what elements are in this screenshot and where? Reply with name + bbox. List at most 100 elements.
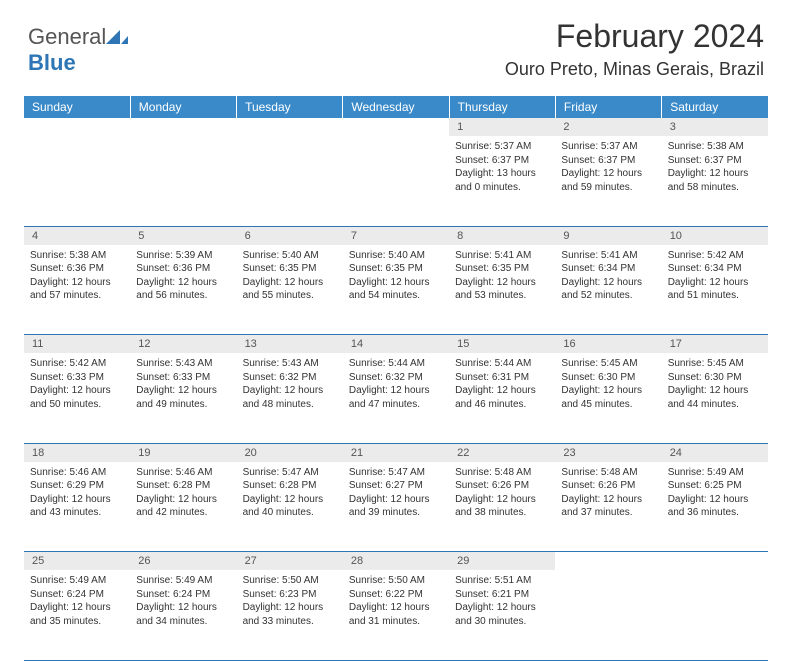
day-cell-content: Sunrise: 5:41 AMSunset: 6:34 PMDaylight:… (555, 245, 661, 307)
day-number: 11 (24, 335, 130, 354)
week-row: Sunrise: 5:38 AMSunset: 6:36 PMDaylight:… (24, 245, 768, 335)
sunrise-text: Sunrise: 5:44 AM (349, 357, 443, 371)
day-cell-content: Sunrise: 5:45 AMSunset: 6:30 PMDaylight:… (662, 353, 768, 415)
daylight-text: and 38 minutes. (455, 506, 549, 520)
daylight-text: Daylight: 12 hours (455, 276, 549, 290)
weekday-header: Monday (130, 96, 236, 118)
sunset-text: Sunset: 6:23 PM (243, 588, 337, 602)
day-number: 29 (449, 552, 555, 571)
sunrise-text: Sunrise: 5:39 AM (136, 249, 230, 263)
day-number: 17 (662, 335, 768, 354)
day-cell (555, 570, 661, 660)
daylight-text: and 36 minutes. (668, 506, 762, 520)
weekday-header: Wednesday (343, 96, 449, 118)
sunrise-text: Sunrise: 5:48 AM (455, 466, 549, 480)
daylight-text: Daylight: 12 hours (243, 276, 337, 290)
weekday-header: Friday (555, 96, 661, 118)
day-cell: Sunrise: 5:41 AMSunset: 6:35 PMDaylight:… (449, 245, 555, 335)
weekday-header: Saturday (662, 96, 768, 118)
sunrise-text: Sunrise: 5:46 AM (136, 466, 230, 480)
sunset-text: Sunset: 6:28 PM (136, 479, 230, 493)
day-number (662, 552, 768, 571)
day-cell-content: Sunrise: 5:48 AMSunset: 6:26 PMDaylight:… (555, 462, 661, 524)
sunrise-text: Sunrise: 5:43 AM (136, 357, 230, 371)
sunrise-text: Sunrise: 5:49 AM (136, 574, 230, 588)
day-cell: Sunrise: 5:41 AMSunset: 6:34 PMDaylight:… (555, 245, 661, 335)
daylight-text: and 39 minutes. (349, 506, 443, 520)
daylight-text: Daylight: 12 hours (243, 601, 337, 615)
sunrise-text: Sunrise: 5:47 AM (349, 466, 443, 480)
daylight-text: Daylight: 12 hours (30, 493, 124, 507)
calendar-header: SundayMondayTuesdayWednesdayThursdayFrid… (24, 96, 768, 118)
day-cell-content: Sunrise: 5:46 AMSunset: 6:28 PMDaylight:… (130, 462, 236, 524)
day-cell: Sunrise: 5:45 AMSunset: 6:30 PMDaylight:… (555, 353, 661, 443)
day-number: 1 (449, 118, 555, 136)
daylight-text: and 30 minutes. (455, 615, 549, 629)
sunrise-text: Sunrise: 5:50 AM (243, 574, 337, 588)
day-cell-content: Sunrise: 5:51 AMSunset: 6:21 PMDaylight:… (449, 570, 555, 632)
sunset-text: Sunset: 6:32 PM (349, 371, 443, 385)
daylight-text: and 43 minutes. (30, 506, 124, 520)
sunset-text: Sunset: 6:37 PM (668, 154, 762, 168)
daylight-text: and 34 minutes. (136, 615, 230, 629)
page-title: February 2024 (505, 18, 764, 55)
daylight-text: Daylight: 12 hours (136, 276, 230, 290)
day-cell: Sunrise: 5:37 AMSunset: 6:37 PMDaylight:… (555, 136, 661, 226)
day-number (555, 552, 661, 571)
day-cell-content: Sunrise: 5:47 AMSunset: 6:28 PMDaylight:… (237, 462, 343, 524)
daylight-text: and 58 minutes. (668, 181, 762, 195)
sunrise-text: Sunrise: 5:38 AM (30, 249, 124, 263)
daylight-text: Daylight: 12 hours (561, 167, 655, 181)
week-row: Sunrise: 5:49 AMSunset: 6:24 PMDaylight:… (24, 570, 768, 660)
day-number: 20 (237, 443, 343, 462)
sunset-text: Sunset: 6:37 PM (455, 154, 549, 168)
day-number: 24 (662, 443, 768, 462)
day-cell: Sunrise: 5:40 AMSunset: 6:35 PMDaylight:… (343, 245, 449, 335)
day-number (24, 118, 130, 136)
sunset-text: Sunset: 6:35 PM (349, 262, 443, 276)
daylight-text: Daylight: 12 hours (136, 493, 230, 507)
daylight-text: and 45 minutes. (561, 398, 655, 412)
sunrise-text: Sunrise: 5:37 AM (561, 140, 655, 154)
sunrise-text: Sunrise: 5:42 AM (668, 249, 762, 263)
day-number: 14 (343, 335, 449, 354)
title-block: February 2024 Ouro Preto, Minas Gerais, … (505, 18, 764, 80)
week-row: Sunrise: 5:37 AM Sunset: 6:37 PM Daylight:… (24, 136, 768, 226)
day-cell: Sunrise: 5:43 AMSunset: 6:33 PMDaylight:… (130, 353, 236, 443)
sunrise-text: Sunrise: 5:40 AM (349, 249, 443, 263)
daylight-text: Daylight: 12 hours (668, 493, 762, 507)
day-number (130, 118, 236, 136)
day-cell-content: Sunrise: 5:49 AMSunset: 6:25 PMDaylight:… (662, 462, 768, 524)
daynum-row: 2526272829 (24, 552, 768, 571)
day-number: 10 (662, 226, 768, 245)
sunset-text: Sunset: 6:26 PM (455, 479, 549, 493)
sunset-text: Sunset: 6:36 PM (136, 262, 230, 276)
daylight-text: Daylight: 12 hours (455, 601, 549, 615)
sunset-text: Sunset: 6:21 PM (455, 588, 549, 602)
day-cell: Sunrise: 5:45 AMSunset: 6:30 PMDaylight:… (662, 353, 768, 443)
day-number: 23 (555, 443, 661, 462)
day-cell: Sunrise: 5:50 AMSunset: 6:22 PMDaylight:… (343, 570, 449, 660)
daylight-text: Daylight: 12 hours (349, 276, 443, 290)
calendar-body: 1 23 Sunrise: 5:37 AM Sunset: 6:37 PM Dayli… (24, 118, 768, 660)
sunset-text: Sunset: 6:34 PM (561, 262, 655, 276)
sunrise-text: Sunrise: 5:45 AM (668, 357, 762, 371)
day-cell-content: Sunrise: 5:42 AMSunset: 6:33 PMDaylight:… (24, 353, 130, 415)
sunrise-text: Sunrise: 5:42 AM (30, 357, 124, 371)
daylight-text: Daylight: 12 hours (349, 493, 443, 507)
daylight-text: and 42 minutes. (136, 506, 230, 520)
logo-part1: General (28, 24, 106, 49)
daylight-text: Daylight: 12 hours (30, 601, 124, 615)
sunset-text: Sunset: 6:34 PM (668, 262, 762, 276)
sunset-text: Sunset: 6:30 PM (668, 371, 762, 385)
day-number (343, 118, 449, 136)
day-number: 4 (24, 226, 130, 245)
day-number (237, 118, 343, 136)
day-cell-content: Sunrise: 5:37 AMSunset: 6:37 PMDaylight:… (449, 136, 555, 198)
sunset-text: Sunset: 6:26 PM (561, 479, 655, 493)
sunset-text: Sunset: 6:32 PM (243, 371, 337, 385)
day-cell: Sunrise: 5:44 AMSunset: 6:32 PMDaylight:… (343, 353, 449, 443)
daylight-text: and 54 minutes. (349, 289, 443, 303)
day-number: 6 (237, 226, 343, 245)
daylight-text: Daylight: 12 hours (349, 384, 443, 398)
